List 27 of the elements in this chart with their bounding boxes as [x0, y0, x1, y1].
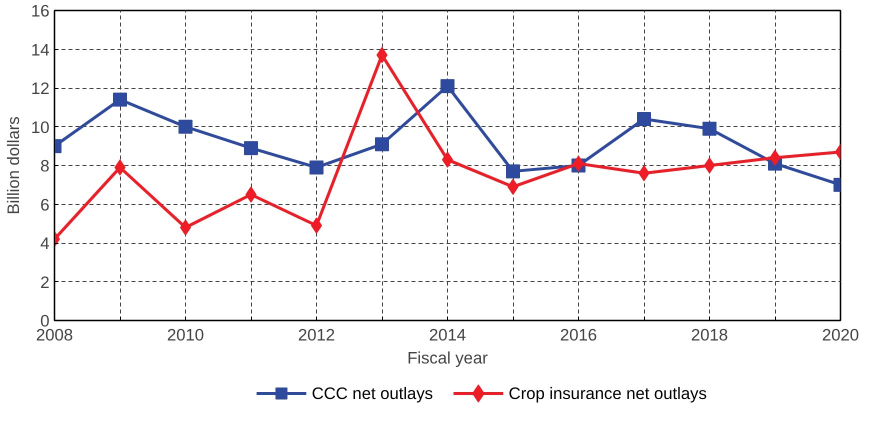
- y-tick-label: 8: [40, 156, 50, 176]
- legend-label: CCC net outlays: [312, 384, 433, 403]
- point: [506, 164, 520, 178]
- y-tick-label: 4: [40, 234, 50, 253]
- y-axis-title: Billion dollars: [4, 116, 23, 215]
- y-tick-label: 12: [30, 79, 50, 98]
- y-tick-label: 10: [30, 118, 50, 137]
- y-tick-label: 14: [30, 40, 50, 60]
- y-tick-label: 6: [40, 195, 50, 214]
- point: [637, 112, 651, 126]
- legend-label: Crop insurance net outlays: [508, 384, 707, 403]
- y-tick-label: 16: [30, 2, 50, 20]
- point: [375, 137, 389, 152]
- x-axis-title: Fiscal year: [407, 348, 488, 368]
- x-tick-label: 2018: [690, 326, 728, 344]
- point: [702, 122, 716, 136]
- y-tick-label: 2: [40, 272, 50, 292]
- x-tick-label: 2014: [428, 326, 466, 344]
- point: [113, 92, 127, 107]
- x-tick-label: 2012: [298, 326, 336, 344]
- x-tick-label: 2020: [822, 326, 860, 344]
- point: [310, 160, 324, 174]
- point: [244, 141, 258, 156]
- x-tick-label: 2010: [166, 326, 204, 344]
- x-tick-label: 2016: [560, 326, 598, 344]
- point: [178, 120, 192, 134]
- point: [440, 79, 454, 94]
